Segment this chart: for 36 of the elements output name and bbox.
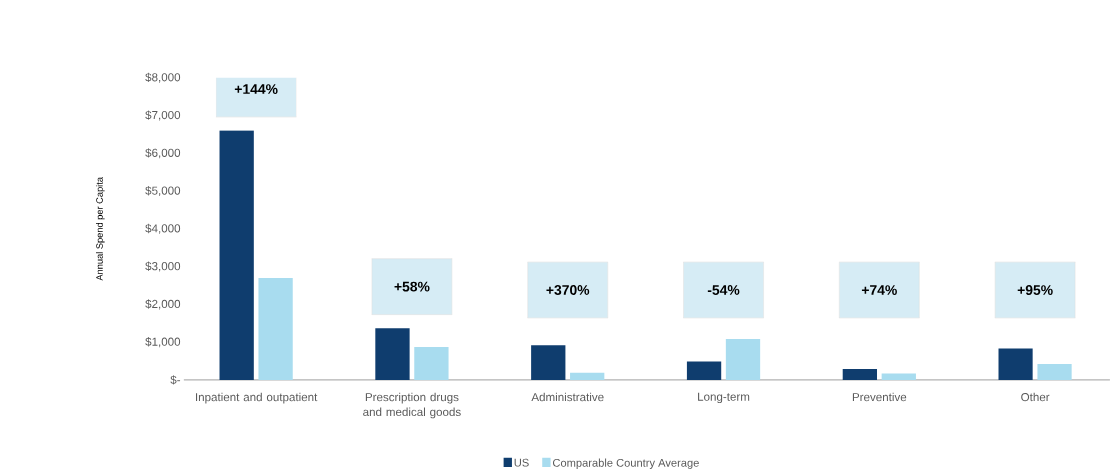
y-tick-label: $2,000 — [145, 299, 181, 310]
bar — [725, 339, 761, 381]
annotation: -54% — [707, 285, 740, 296]
x-tick-label: Preventive — [852, 392, 907, 402]
annotation: +74% — [861, 285, 897, 296]
x-tick-label: Inpatient and outpatient — [196, 392, 318, 404]
y-tick-label: $7,000 — [145, 110, 181, 121]
x-tick-label: Prescription drugs and medical goods — [363, 392, 461, 419]
bar — [686, 361, 722, 381]
y-tick-label: $1,000 — [145, 337, 181, 348]
legend-label: Comparable Country Average — [552, 458, 699, 470]
bar — [998, 348, 1033, 381]
bar — [414, 347, 449, 381]
annotation: +370% — [546, 285, 590, 296]
legend-label: US — [514, 458, 529, 467]
bar — [258, 278, 293, 381]
x-tick-label: Administrative — [531, 392, 604, 402]
x-tick-label: Long-term — [698, 392, 750, 404]
annotation: +144% — [234, 84, 278, 95]
y-tick-label: $6,000 — [145, 148, 181, 159]
annotation: +95% — [1017, 285, 1053, 296]
y-tick-label: $4,000 — [145, 223, 181, 234]
bar — [1037, 364, 1072, 381]
bar — [219, 130, 254, 381]
bar — [842, 369, 878, 381]
x-tick-label: Other — [1021, 392, 1050, 402]
bar — [531, 345, 566, 381]
y-tick-label: $3,000 — [145, 261, 181, 272]
y-axis-title: Annual Spend per Capita — [95, 177, 105, 281]
bar — [375, 328, 410, 381]
annotation: +58% — [394, 281, 430, 292]
bar — [881, 373, 916, 381]
y-tick-label: $5,000 — [145, 186, 181, 197]
y-tick-label: $8,000 — [145, 72, 181, 83]
bar — [570, 372, 605, 381]
y-tick-label: $- — [170, 375, 181, 385]
